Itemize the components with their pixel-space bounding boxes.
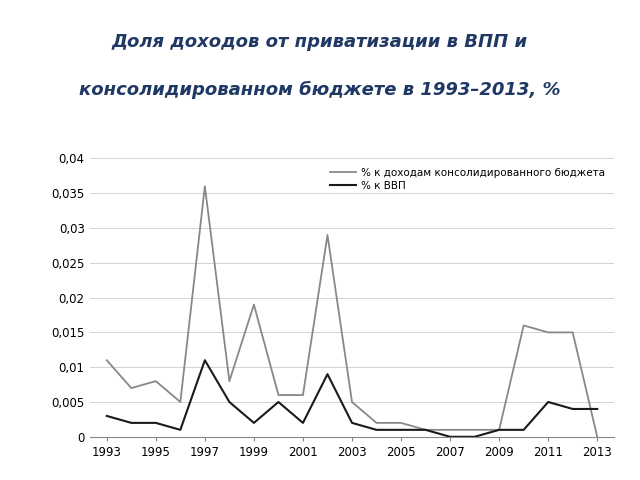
% к ВВП	[569, 406, 577, 412]
% к ВВП	[397, 427, 405, 433]
% к доходам консолидированного бюджета	[177, 399, 184, 405]
Legend: % к доходам консолидированного бюджета, % к ВВП: % к доходам консолидированного бюджета, …	[326, 164, 609, 195]
% к ВВП	[422, 427, 429, 433]
% к ВВП	[127, 420, 135, 426]
% к доходам консолидированного бюджета	[593, 434, 601, 440]
% к доходам консолидированного бюджета	[422, 427, 429, 433]
% к ВВП	[324, 372, 332, 377]
% к доходам консолидированного бюджета	[495, 427, 503, 433]
% к доходам консолидированного бюджета	[225, 378, 233, 384]
% к ВВП	[299, 420, 307, 426]
% к ВВП	[152, 420, 159, 426]
% к ВВП	[250, 420, 258, 426]
Line: % к ВВП: % к ВВП	[107, 360, 597, 437]
% к доходам консолидированного бюджета	[324, 232, 332, 238]
% к доходам консолидированного бюджета	[152, 378, 159, 384]
% к ВВП	[201, 357, 209, 363]
% к ВВП	[103, 413, 111, 419]
% к ВВП	[446, 434, 454, 440]
% к ВВП	[275, 399, 282, 405]
% к ВВП	[348, 420, 356, 426]
Text: консолидированном бюджете в 1993–2013, %: консолидированном бюджете в 1993–2013, %	[79, 81, 561, 99]
% к ВВП	[495, 427, 503, 433]
% к ВВП	[225, 399, 233, 405]
% к доходам консолидированного бюджета	[372, 420, 380, 426]
% к доходам консолидированного бюджета	[275, 392, 282, 398]
% к доходам консолидированного бюджета	[201, 183, 209, 189]
% к ВВП	[177, 427, 184, 433]
% к доходам консолидированного бюджета	[446, 427, 454, 433]
% к доходам консолидированного бюджета	[569, 330, 577, 336]
% к ВВП	[520, 427, 527, 433]
% к доходам консолидированного бюджета	[348, 399, 356, 405]
% к ВВП	[372, 427, 380, 433]
% к доходам консолидированного бюджета	[250, 302, 258, 308]
% к доходам консолидированного бюджета	[397, 420, 405, 426]
% к ВВП	[471, 434, 479, 440]
Text: Доля доходов от приватизации в ВПП и: Доля доходов от приватизации в ВПП и	[112, 33, 528, 51]
Line: % к доходам консолидированного бюджета: % к доходам консолидированного бюджета	[107, 186, 597, 437]
% к доходам консолидированного бюджета	[545, 330, 552, 336]
% к ВВП	[593, 406, 601, 412]
% к доходам консолидированного бюджета	[520, 323, 527, 328]
% к доходам консолидированного бюджета	[103, 357, 111, 363]
% к доходам консолидированного бюджета	[299, 392, 307, 398]
% к доходам консолидированного бюджета	[471, 427, 479, 433]
% к доходам консолидированного бюджета	[127, 385, 135, 391]
% к ВВП	[545, 399, 552, 405]
